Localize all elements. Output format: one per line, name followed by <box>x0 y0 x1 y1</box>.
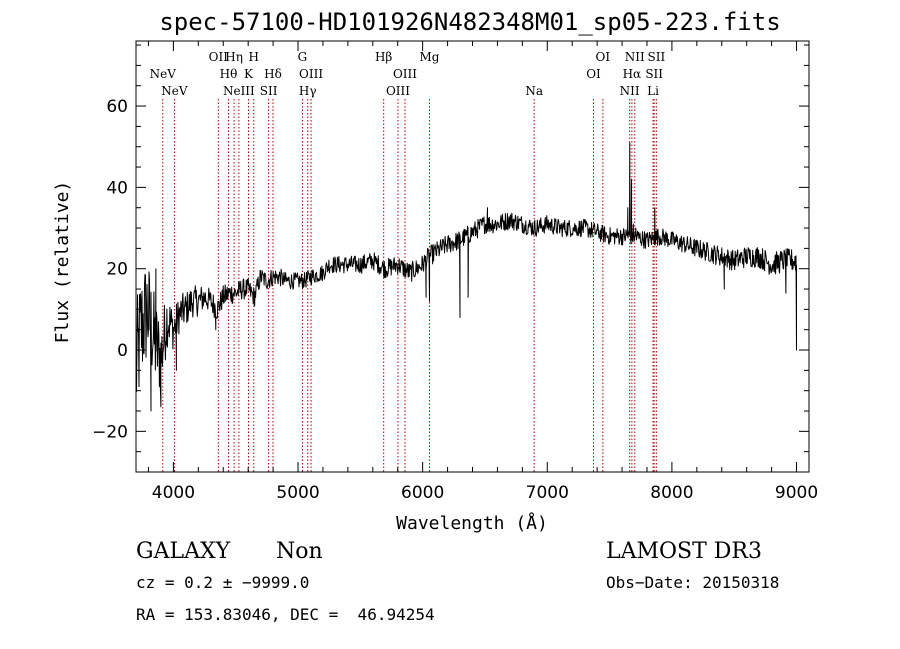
spectral-line-label: OIII <box>386 84 410 98</box>
spectral-line-label: Hη <box>225 50 243 64</box>
spectral-line-label: OIII <box>299 67 323 81</box>
spectral-line-label: NeV <box>161 84 188 98</box>
plot-frame <box>135 40 810 473</box>
spectral-line-label: OI <box>586 67 601 81</box>
spectral-line-label: K <box>244 67 254 81</box>
redshift-readout: cz = 0.2 ± −9999.0 <box>136 573 310 592</box>
x-tick-label: 8000 <box>650 483 693 503</box>
coordinates-readout: RA = 153.83046, DEC = 46.94254 <box>136 605 435 624</box>
x-tick-label: 6000 <box>401 483 444 503</box>
spectral-line-label: Hβ <box>375 50 392 64</box>
y-tick-label: 40 <box>106 178 128 198</box>
spectral-line-label: OI <box>596 50 611 64</box>
axis-ticks: 4000 5000 6000 7000 8000 9000 −20 0 20 40 60 <box>92 41 818 503</box>
spectral-line-label: SII <box>648 50 666 64</box>
x-axis-label: Wavelength (Å) <box>396 512 548 534</box>
object-class: GALAXY <box>136 539 231 564</box>
x-tick-label: 5000 <box>276 483 319 503</box>
spectral-line-label: H <box>249 50 259 64</box>
spectrum-trace-group <box>135 142 797 412</box>
spectral-line-label: OIII <box>393 67 417 81</box>
spectral-line-label: NII <box>620 84 640 98</box>
spectral-line-label: SII <box>645 67 663 81</box>
spectral-line-markers: NeVNeVOIIHθHηNeIIIKHSIIHδGHγOIIIHβOIIIOI… <box>150 50 666 472</box>
spectral-line-label: Mg <box>419 50 439 64</box>
y-tick-label: 60 <box>106 97 128 117</box>
x-tick-label: 4000 <box>152 483 195 503</box>
spectral-line-label: NeV <box>150 67 177 81</box>
y-tick-label: −20 <box>92 422 128 442</box>
x-tick-label: 7000 <box>526 483 569 503</box>
y-tick-label: 20 <box>106 260 128 280</box>
spectral-line-label: NII <box>625 50 645 64</box>
spectral-line-label: NeIII <box>223 84 255 98</box>
spectral-line-label: OII <box>209 50 229 64</box>
object-subclass: Non <box>276 539 323 564</box>
x-tick-label: 9000 <box>775 483 818 503</box>
observation-date: Obs−Date: 20150318 <box>606 573 780 592</box>
spectral-line-label: Hθ <box>220 67 238 81</box>
y-tick-label: 0 <box>117 341 128 361</box>
y-axis-label: Flux (relative) <box>52 181 73 344</box>
spectrum-trace <box>135 142 797 412</box>
spectral-line-label: Li <box>647 84 659 98</box>
survey-name: LAMOST DR3 <box>606 539 762 564</box>
spectral-line-label: G <box>298 50 308 64</box>
spectral-line-label: Hα <box>623 67 642 81</box>
spectral-line-label: Na <box>525 84 543 98</box>
spectral-line-label: Hδ <box>264 67 282 81</box>
chart-title: spec-57100-HD101926N482348M01_sp05-223.f… <box>159 8 780 36</box>
spectral-line-label: Hγ <box>299 84 317 98</box>
spectral-line-label: SII <box>260 84 278 98</box>
